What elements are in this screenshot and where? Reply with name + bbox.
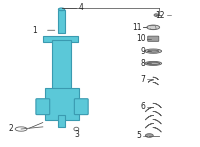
Ellipse shape bbox=[154, 14, 158, 16]
Text: 9: 9 bbox=[140, 47, 145, 56]
FancyBboxPatch shape bbox=[74, 99, 88, 115]
FancyBboxPatch shape bbox=[43, 36, 78, 42]
Text: 1: 1 bbox=[32, 26, 37, 35]
Ellipse shape bbox=[147, 25, 160, 30]
Text: 12: 12 bbox=[156, 11, 165, 20]
Ellipse shape bbox=[147, 62, 160, 65]
Text: 3: 3 bbox=[75, 130, 80, 139]
Text: 8: 8 bbox=[141, 59, 145, 68]
Ellipse shape bbox=[145, 134, 153, 137]
Text: 11: 11 bbox=[132, 23, 141, 32]
FancyBboxPatch shape bbox=[45, 88, 79, 120]
Text: 5: 5 bbox=[137, 131, 141, 140]
FancyBboxPatch shape bbox=[148, 36, 159, 41]
FancyBboxPatch shape bbox=[58, 10, 65, 33]
Ellipse shape bbox=[145, 49, 162, 53]
Text: 6: 6 bbox=[140, 102, 145, 111]
FancyBboxPatch shape bbox=[52, 40, 71, 91]
Ellipse shape bbox=[148, 50, 159, 52]
Text: 10: 10 bbox=[136, 34, 145, 43]
Ellipse shape bbox=[58, 8, 65, 11]
Ellipse shape bbox=[145, 61, 162, 65]
Text: 7: 7 bbox=[140, 75, 145, 84]
FancyBboxPatch shape bbox=[36, 99, 50, 115]
FancyBboxPatch shape bbox=[58, 115, 65, 127]
Text: 4: 4 bbox=[78, 3, 83, 12]
Text: 2: 2 bbox=[9, 124, 14, 133]
